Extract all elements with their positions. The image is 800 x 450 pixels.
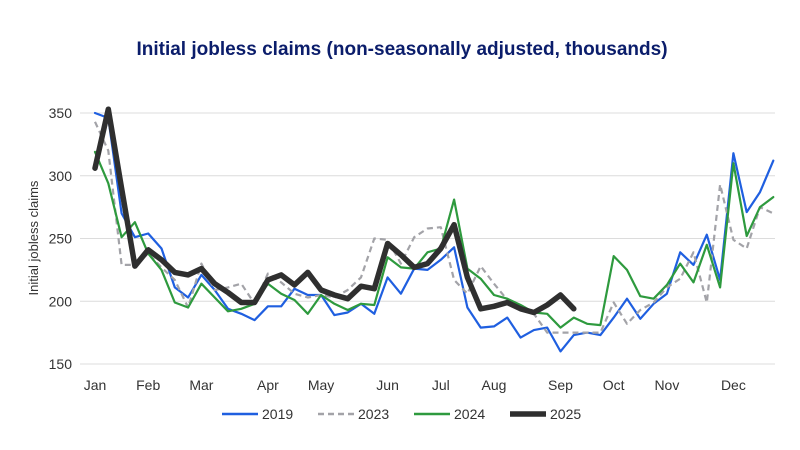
y-tick-label: 250 bbox=[49, 231, 73, 247]
x-tick-label: Dec bbox=[721, 377, 746, 393]
series-line-2024 bbox=[93, 150, 775, 329]
x-tick-label: Feb bbox=[136, 377, 160, 393]
legend-label: 2019 bbox=[262, 406, 293, 422]
x-tick-label: Nov bbox=[654, 377, 679, 393]
legend-label: 2024 bbox=[454, 406, 485, 422]
x-tick-label: Oct bbox=[603, 377, 625, 393]
y-tick-label: 300 bbox=[49, 168, 73, 184]
series-line-2023 bbox=[94, 121, 774, 334]
chart-title: Initial jobless claims (non-seasonally a… bbox=[136, 39, 667, 60]
legend-label: 2023 bbox=[358, 406, 389, 422]
x-tick-label: Jan bbox=[84, 377, 107, 393]
y-tick-label: 150 bbox=[49, 356, 73, 372]
y-tick-label: 350 bbox=[49, 105, 73, 121]
x-tick-label: Apr bbox=[257, 377, 279, 393]
x-tick-label: Mar bbox=[189, 377, 213, 393]
y-axis-label: Initial jobless claims bbox=[26, 180, 41, 295]
x-tick-label: May bbox=[308, 377, 334, 393]
series-line-2025 bbox=[92, 106, 577, 316]
x-tick-label: Sep bbox=[548, 377, 573, 393]
legend-label: 2025 bbox=[550, 406, 581, 422]
series-line-2019 bbox=[93, 111, 775, 353]
x-tick-label: Jun bbox=[376, 377, 399, 393]
x-tick-label: Jul bbox=[432, 377, 450, 393]
x-tick-label: Aug bbox=[482, 377, 507, 393]
y-tick-label: 200 bbox=[49, 293, 73, 309]
